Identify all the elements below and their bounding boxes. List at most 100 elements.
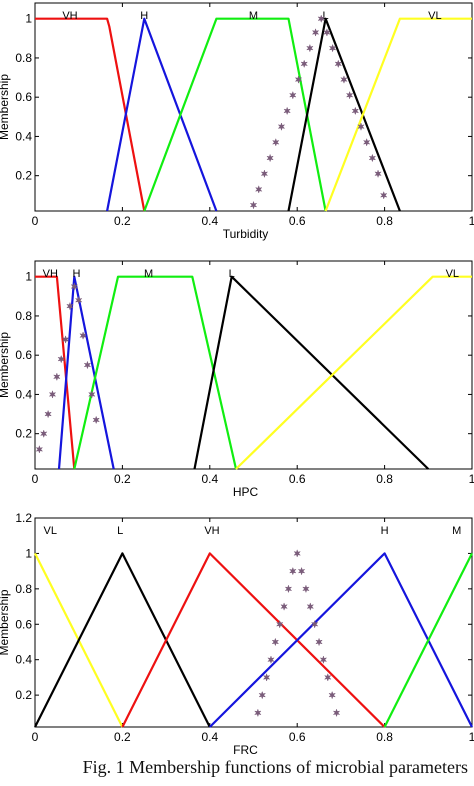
series-label-vh: VH (62, 10, 77, 22)
data-marker (374, 169, 382, 179)
series-line-l (34, 552, 211, 728)
y-tick-label: 0.4 (15, 129, 32, 143)
data-marker (345, 90, 354, 100)
data-marker (92, 415, 100, 425)
data-marker (267, 655, 275, 665)
series-line-vl (324, 17, 472, 212)
data-marker (48, 390, 57, 399)
x-tick-label: 0.4 (201, 472, 218, 486)
series-label-vh: VH (204, 525, 219, 537)
y-tick-label: 0.4 (15, 653, 32, 667)
x-tick-label: 0.6 (289, 214, 306, 228)
data-marker (328, 690, 336, 700)
data-marker (334, 59, 343, 69)
data-marker (289, 90, 297, 100)
data-marker (57, 354, 66, 364)
y-tick-label: 0.2 (15, 688, 32, 702)
x-axis-label: Turbidity (223, 227, 269, 241)
x-tick-label: 1 (469, 730, 474, 744)
data-marker (66, 301, 74, 311)
data-marker (83, 360, 92, 370)
data-marker (323, 28, 331, 37)
data-marker (289, 566, 297, 576)
x-tick-label: 0.6 (289, 472, 306, 486)
chart-panel-2: 0 0.2 0.4 0.6 0.8 1 0.2 0.4 0.6 0.8 1 HPC Membership… (0, 260, 474, 499)
data-marker (319, 655, 328, 665)
y-axis-label: Membership (0, 74, 11, 140)
y-tick-label: 0.6 (15, 348, 32, 362)
series-line-m (143, 17, 327, 212)
x-tick-label: 0.2 (114, 730, 131, 744)
y-tick-label: 1 (25, 546, 32, 560)
data-marker (315, 637, 323, 647)
data-marker (306, 602, 315, 611)
data-marker (35, 444, 44, 454)
x-tick-label: 0.8 (376, 730, 393, 744)
series-line-vl (235, 275, 472, 470)
data-marker (39, 429, 48, 439)
y-tick-label: 0.8 (15, 309, 32, 323)
series-label-l: L (229, 268, 235, 280)
chart-panel-3: 0 0.2 0.4 0.6 0.8 1 0.2 0.4 0.6 0.8 1 1.2 FRC Members… (0, 511, 474, 757)
x-tick-label: 1 (469, 214, 474, 228)
series-line-h (57, 275, 115, 470)
data-marker (258, 690, 267, 700)
data-marker (74, 295, 83, 305)
y-tick-label: 0.6 (15, 617, 32, 631)
data-marker (53, 372, 61, 382)
data-marker (294, 75, 303, 84)
x-tick-label: 0.8 (376, 472, 393, 486)
data-marker (61, 335, 70, 344)
series-label-l: L (117, 525, 123, 537)
series-line-l (193, 275, 430, 470)
data-marker (317, 14, 326, 24)
series-label-m: M (249, 10, 258, 22)
data-marker (379, 190, 388, 200)
data-marker (293, 549, 302, 558)
x-tick-label: 0.6 (289, 730, 306, 744)
plot-frame (34, 517, 473, 728)
x-tick-label: 0 (32, 214, 39, 228)
chart-panel-1: 0 0.2 0.4 0.6 0.8 1 0.2 0.4 0.6 0.8 1 Turbidity Memb… (0, 2, 474, 241)
series-label-l: L (323, 10, 329, 22)
plot-frame (34, 260, 473, 470)
series-line-m (383, 552, 473, 728)
data-marker (362, 137, 371, 147)
data-marker (262, 673, 271, 682)
data-marker (351, 106, 360, 116)
data-marker (70, 282, 79, 291)
y-tick-label: 1.2 (15, 511, 32, 525)
y-tick-label: 0.2 (15, 169, 32, 183)
y-tick-label: 1 (25, 270, 32, 284)
series-label-vl: VL (428, 10, 441, 22)
data-marker (271, 137, 280, 147)
y-axis-label: Membership (0, 332, 11, 398)
series-line-h (209, 552, 473, 728)
x-tick-label: 0.2 (114, 214, 131, 228)
series-line-vh (35, 17, 146, 212)
x-tick-label: 1 (469, 472, 474, 486)
series-line-l (287, 17, 401, 212)
data-marker (323, 673, 332, 682)
data-marker (254, 185, 263, 194)
series-label-h: H (140, 10, 148, 22)
x-axis-label: FRC (233, 743, 258, 757)
series-label-m: M (452, 525, 461, 537)
series-label-m: M (144, 268, 153, 280)
data-marker (328, 43, 337, 53)
y-axis-label: Membership (0, 589, 11, 655)
y-tick-label: 0.8 (15, 582, 32, 596)
series-label-vl: VL (44, 525, 57, 537)
series-label-vh: VH (43, 268, 58, 280)
x-tick-label: 0.4 (201, 214, 218, 228)
series-line-vh (121, 552, 386, 728)
y-tick-label: 0.6 (15, 90, 32, 104)
data-marker (79, 331, 87, 340)
plot-frame (34, 2, 473, 212)
data-marker (87, 390, 96, 399)
y-tick-label: 0.2 (15, 427, 32, 441)
y-tick-label: 0.8 (15, 51, 32, 65)
data-marker (271, 637, 280, 647)
series-label-h: H (381, 525, 389, 537)
